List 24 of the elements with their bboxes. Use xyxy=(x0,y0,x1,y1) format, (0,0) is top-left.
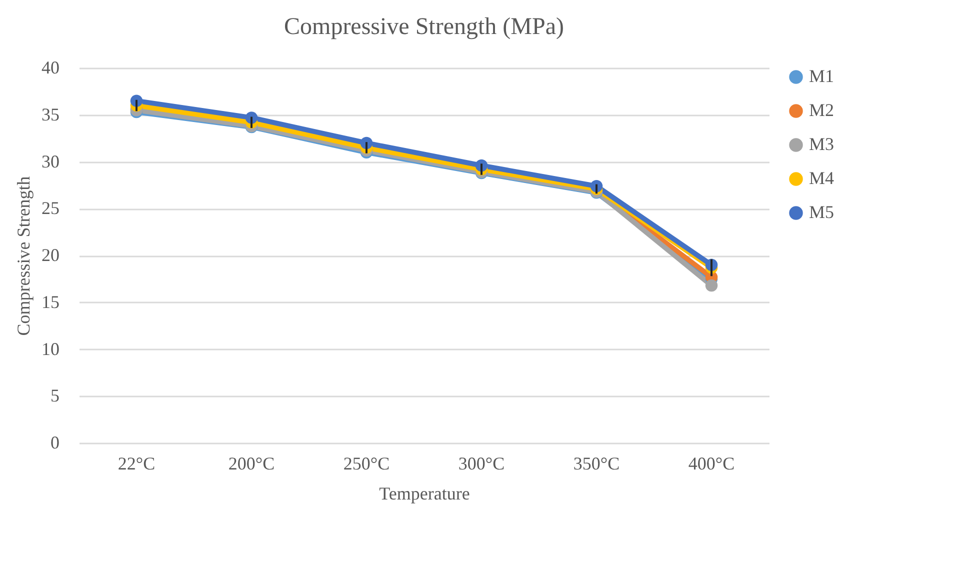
chart-title: Compressive Strength (MPa) xyxy=(284,14,564,40)
y-tick-label: 0 xyxy=(50,432,60,452)
x-tick-label: 350°C xyxy=(573,454,620,474)
y-tick-label: 40 xyxy=(42,58,60,78)
point xyxy=(705,279,718,292)
legend-label: M3 xyxy=(809,134,834,154)
legend-label: M2 xyxy=(809,100,834,120)
x-axis-title: Temperature xyxy=(379,484,470,504)
y-tick-label: 15 xyxy=(42,292,60,312)
x-tick-label: 200°C xyxy=(228,454,275,474)
legend-label: M5 xyxy=(809,202,834,222)
y-tick-label: 20 xyxy=(42,245,60,265)
y-tick-label: 5 xyxy=(50,386,60,406)
legend-label: M4 xyxy=(809,168,834,188)
x-tick-label: 300°C xyxy=(458,454,505,474)
y-tick-label: 30 xyxy=(42,151,60,172)
x-tick-label: 250°C xyxy=(343,454,390,474)
legend-label: M1 xyxy=(809,66,834,86)
y-tick-label: 10 xyxy=(42,338,60,359)
y-tick-label: 35 xyxy=(42,104,60,124)
x-tick-label: 400°C xyxy=(688,454,735,474)
y-axis-title: Compressive Strength xyxy=(14,176,34,336)
x-tick-label: 22°C xyxy=(118,454,156,474)
y-tick-label: 25 xyxy=(42,198,60,218)
